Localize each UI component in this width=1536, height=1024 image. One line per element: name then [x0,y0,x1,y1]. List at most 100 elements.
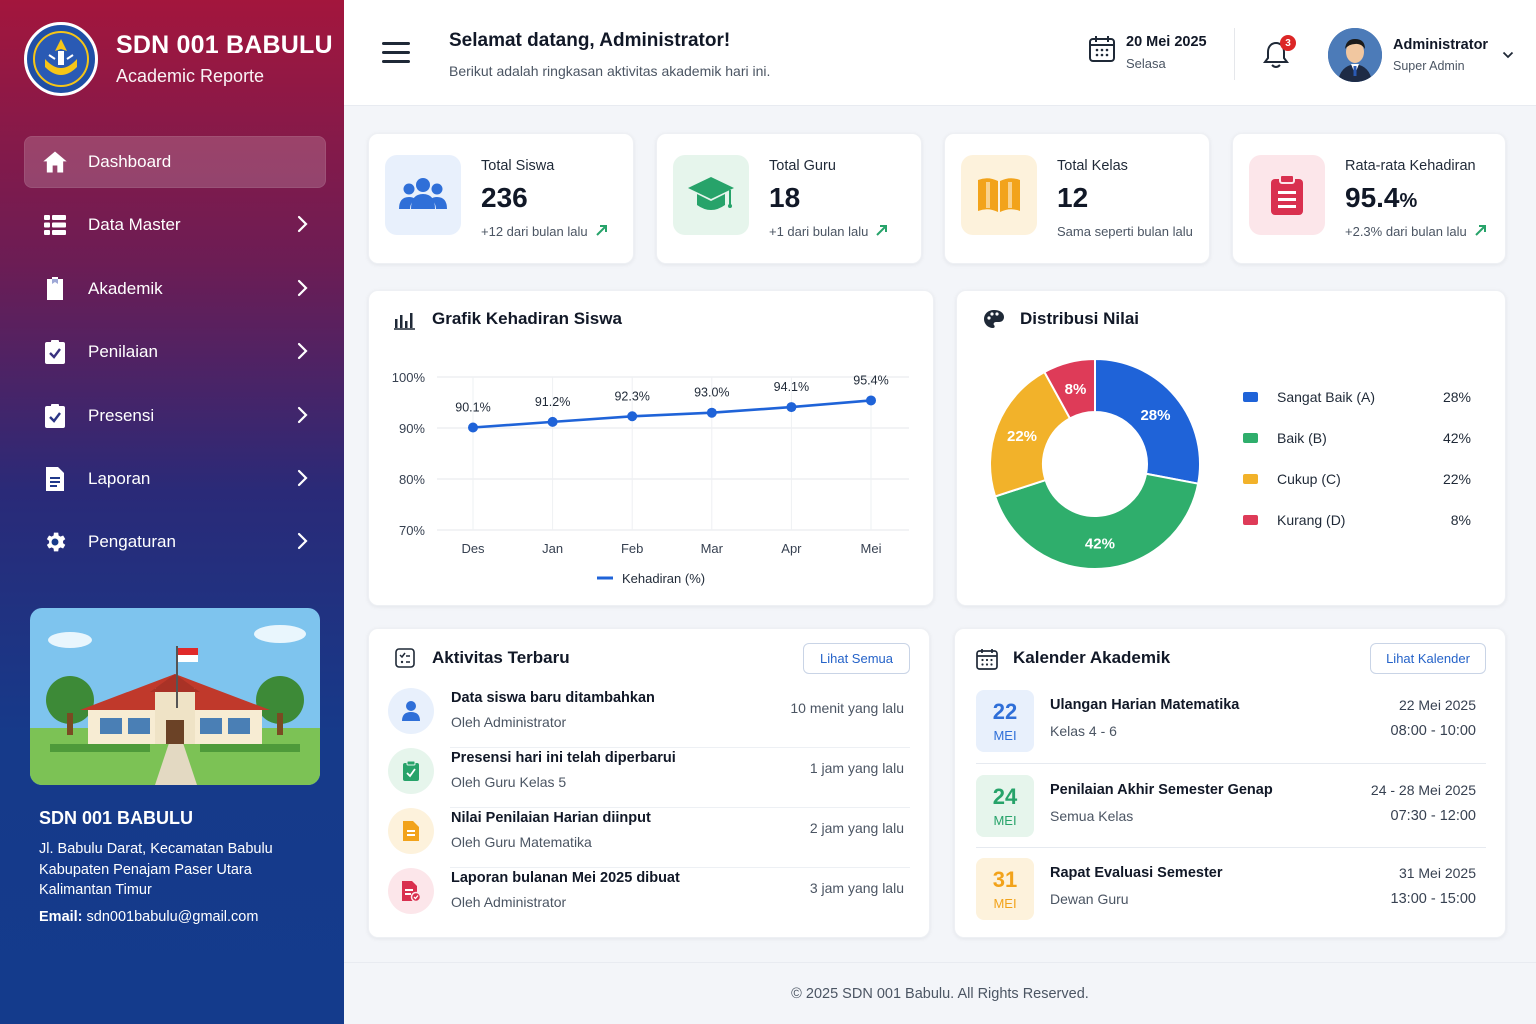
sidebar-item-pengaturan[interactable]: Pengaturan [24,516,326,568]
stat-card-total-siswa[interactable]: Total Siswa 236 +12 dari bulan lalu [368,133,634,264]
notification-button[interactable]: 3 [1262,35,1296,75]
sidebar-item-dashboard[interactable]: Dashboard [24,136,326,188]
event-day: 22 [992,698,1018,724]
brand[interactable]: SDN 001 BABULU Academic Reporte [24,22,333,96]
activity-item[interactable]: Presensi hari ini telah diperbarui Oleh … [388,748,910,808]
sidebar-item-laporan[interactable]: Laporan [24,453,326,505]
data-point [627,411,638,422]
data-label: 91.2% [535,395,570,409]
sidebar-item-label: Pengaturan [88,532,176,552]
palette-icon [983,309,1005,334]
data-point [547,416,558,427]
calendar-event[interactable]: 24 MEI Penilaian Akhir Semester Genap Se… [976,775,1486,837]
data-point [786,402,797,413]
welcome-title: Selamat datang, Administrator! [449,30,731,51]
bar-chart-icon [394,310,416,335]
activity-item[interactable]: Nilai Penilaian Harian diinput Oleh Guru… [388,808,910,868]
donut-slice [989,370,1072,498]
stat-value: 95.4% [1345,182,1418,213]
event-title: Ulangan Harian Matematika [1050,697,1240,713]
chevron-right-icon [296,279,308,302]
activity-title: Presensi hari ini telah diperbarui [451,750,676,766]
chevron-down-icon [1502,46,1514,64]
slice-label: 22% [1007,428,1037,445]
stat-value: 18 [769,182,801,213]
legend-item-cukup: Cukup (C) 22% [1243,471,1471,487]
data-point [866,395,876,406]
date-text: 20 Mei 2025 [1126,34,1207,50]
grid-list-icon [40,210,70,240]
welcome-subtitle: Berikut adalah ringkasan aktivitas akade… [449,63,771,79]
event-date: 24 - 28 Mei 2025 [1370,782,1476,798]
legend-value: 42% [1442,430,1471,446]
event-participants: Dewan Guru [1050,891,1129,907]
activity-time: 1 jam yang lalu [809,760,904,776]
copyright-text: © 2025 SDN 001 Babulu. All Rights Reserv… [791,985,1089,1002]
school-email-label: Email: [39,908,83,925]
legend-label: Kehadiran (%) [622,571,705,586]
school-info: SDN 001 BABULU Jl. Babulu Darat, Kecamat… [39,808,329,925]
calendar-event[interactable]: 22 MEI Ulangan Harian Matematika Kelas 4… [976,690,1486,752]
chevron-right-icon [296,532,308,555]
calendar-event[interactable]: 31 MEI Rapat Evaluasi Semester Dewan Gur… [976,858,1486,920]
event-date-badge: 24 MEI [976,775,1034,837]
sidebar-item-data-master[interactable]: Data Master [24,199,326,251]
chevron-right-icon [296,342,308,365]
welcome-block: Selamat datang, Administrator! Berikut a… [449,30,770,79]
activity-time: 10 menit yang lalu [790,700,904,716]
stat-change: Sama seperti bulan lalu [1057,224,1193,239]
notification-badge: 3 [1280,35,1296,51]
view-calendar-button[interactable]: Lihat Kalender [1370,643,1486,674]
legend-swatch [1243,433,1258,443]
clipboard-icon [388,748,434,794]
user-menu[interactable]: Administrator Super Admin [1328,28,1514,82]
document-icon [388,808,434,854]
home-icon [40,147,70,177]
activity-list-icon [395,648,415,673]
school-logo [24,22,98,96]
header-divider [1234,28,1235,80]
trend-up-icon [876,224,888,239]
stat-card-total-kelas[interactable]: Total Kelas 12 Sama seperti bulan lalu [944,133,1210,264]
legend-label: Sangat Baik (A) [1277,389,1376,405]
menu-toggle-icon[interactable] [382,42,410,69]
event-date: 31 Mei 2025 [1398,865,1476,881]
stat-label: Total Guru [769,158,836,174]
activity-title: Data siswa baru ditambahkan [451,690,655,706]
sidebar-item-label: Presensi [88,405,155,425]
data-label: 94.1% [774,380,809,394]
event-title: Penilaian Akhir Semester Genap [1050,782,1273,798]
event-date-badge: 22 MEI [976,690,1034,752]
stat-label: Total Kelas [1057,158,1128,174]
school-email-value[interactable]: sdn001babulu@gmail.com [86,908,259,925]
sidebar-item-akademik[interactable]: Akademik [24,263,326,315]
academic-calendar-title: Kalender Akademik [1013,648,1171,667]
sidebar-item-penilaian[interactable]: Penilaian [24,326,326,378]
event-participants: Semua Kelas [1050,808,1134,824]
brand-title: SDN 001 BABULU [116,31,333,59]
stat-card-total-guru[interactable]: Total Guru 18 +1 dari bulan lalu [656,133,922,264]
gear-icon [40,527,70,557]
stat-change: +1 dari bulan lalu [769,224,888,239]
sidebar-item-label: Dashboard [88,152,172,171]
trend-up-icon [1475,224,1487,239]
stat-card-rata-rata-kehadiran[interactable]: Rata-rata Kehadiran 95.4% +2.3% dari bul… [1232,133,1506,264]
clipboard-check-icon [40,401,70,431]
document-icon [40,464,70,494]
stat-label: Total Siswa [481,158,555,174]
activity-item[interactable]: Data siswa baru ditambahkan Oleh Adminis… [388,688,910,748]
activity-time: 3 jam yang lalu [809,880,904,896]
sidebar-item-presensi[interactable]: Presensi [24,390,326,442]
activity-item[interactable]: Laporan bulanan Mei 2025 dibuat Oleh Adm… [388,868,910,928]
divider [450,747,910,748]
legend-label: Kurang (D) [1277,512,1346,528]
open-book-icon [961,155,1037,235]
event-date-badge: 31 MEI [976,858,1034,920]
view-all-activities-button[interactable]: Lihat Semua [803,643,910,674]
legend-item-baik: Baik (B) 42% [1243,430,1471,446]
users-icon [385,155,461,235]
event-title: Rapat Evaluasi Semester [1050,865,1223,881]
event-month: MEI [993,727,1017,743]
attendance-line-chart: 70% 80% 90% 100% Des Jan Feb Mar Apr Mei 90.1% 91.2… [392,370,909,586]
activity-author: Oleh Administrator [451,714,567,730]
